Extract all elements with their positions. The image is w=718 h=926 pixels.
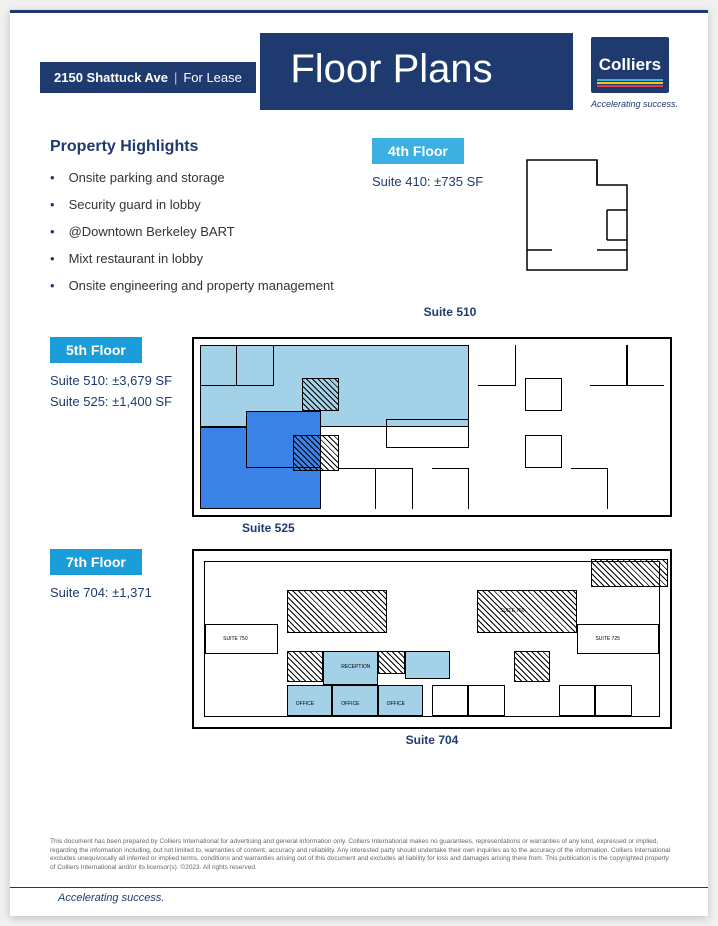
floor5-plan — [192, 337, 672, 517]
floor5-suite-0: Suite 510: ±3,679 SF — [50, 373, 178, 388]
highlights: Property Highlights Onsite parking and s… — [50, 138, 342, 305]
floor5-left: 5th Floor Suite 510: ±3,679 SF Suite 525… — [50, 337, 178, 535]
disclaimer: This document has been prepared by Colli… — [10, 822, 708, 880]
floor7-plan-wrap: SUITE 750 SUITE 750 SUITE 725 RECEPTION … — [192, 549, 672, 747]
content: Property Highlights Onsite parking and s… — [10, 110, 708, 747]
divider: | — [174, 70, 177, 85]
floor5-top-label: Suite 510 — [210, 305, 690, 319]
logo-mark: Colliers — [591, 37, 669, 93]
floor7-bottom-label: Suite 704 — [192, 733, 672, 747]
stripe — [597, 85, 663, 87]
floor7-plan: SUITE 750 SUITE 750 SUITE 725 RECEPTION … — [192, 549, 672, 729]
floor5-suite-1: Suite 525: ±1,400 SF — [50, 394, 178, 409]
floor4-plan — [522, 155, 632, 275]
highlights-row: Property Highlights Onsite parking and s… — [50, 138, 672, 305]
address-bar: 2150 Shattuck Ave | For Lease — [40, 62, 256, 93]
highlight-item: @Downtown Berkeley BART — [50, 224, 342, 239]
highlight-item: Mixt restaurant in lobby — [50, 251, 342, 266]
highlight-item: Onsite parking and storage — [50, 170, 342, 185]
stripe — [597, 82, 663, 84]
brand-tagline: Accelerating success. — [591, 99, 678, 109]
floor7-section: 7th Floor Suite 704: ±1,371 — [50, 549, 672, 747]
header: 2150 Shattuck Ave | For Lease Floor Plan… — [10, 13, 708, 110]
page: 2150 Shattuck Ave | For Lease Floor Plan… — [10, 10, 708, 916]
floor5-bottom-label: Suite 525 — [242, 521, 672, 535]
floor7-suite: Suite 704: ±1,371 — [50, 585, 178, 600]
floor7-tag: 7th Floor — [50, 549, 142, 575]
page-title: Floor Plans — [260, 33, 572, 110]
highlights-heading: Property Highlights — [50, 138, 342, 156]
floor4-tag: 4th Floor — [372, 138, 464, 164]
brand-logo: Colliers Accelerating success. — [591, 37, 678, 109]
floor5-tag: 5th Floor — [50, 337, 142, 363]
floor5-plan-wrap: Suite 525 — [192, 337, 672, 535]
footer-line — [10, 887, 708, 888]
brand-name: Colliers — [599, 55, 661, 75]
highlights-list: Onsite parking and storage Security guar… — [50, 170, 342, 293]
highlight-item: Security guard in lobby — [50, 197, 342, 212]
floor5-section: 5th Floor Suite 510: ±3,679 SF Suite 525… — [50, 337, 672, 535]
lease-status: For Lease — [183, 70, 242, 85]
floor4-section: 4th Floor Suite 410: ±735 SF — [372, 138, 672, 280]
highlight-item: Onsite engineering and property manageme… — [50, 278, 342, 293]
floor7-left: 7th Floor Suite 704: ±1,371 — [50, 549, 178, 747]
footer-tagline: Accelerating success. — [50, 892, 172, 904]
stripe — [597, 79, 663, 81]
logo-stripes — [597, 79, 663, 87]
address: 2150 Shattuck Ave — [54, 70, 168, 85]
